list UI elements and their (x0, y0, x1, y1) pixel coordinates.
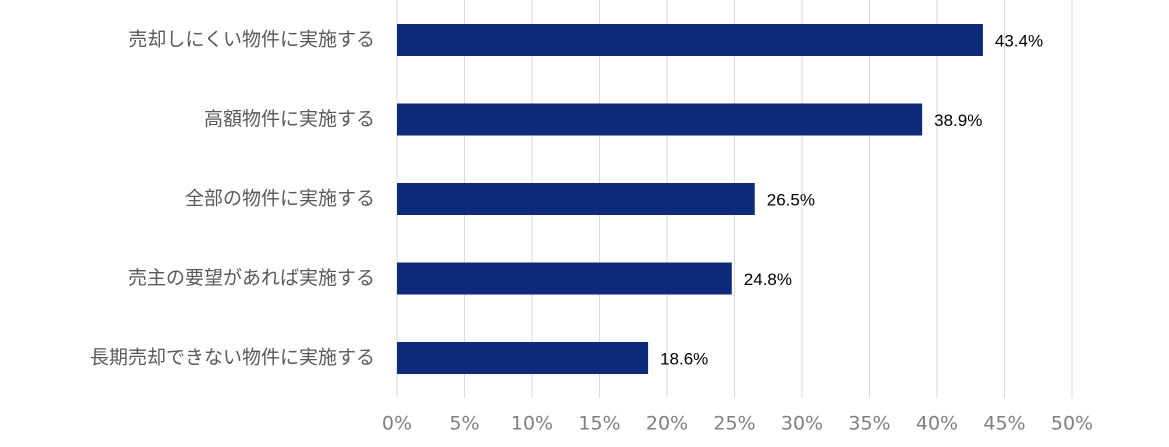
x-tick-label: 45% (983, 413, 1025, 435)
bar (397, 183, 755, 215)
x-tick-label: 40% (916, 413, 958, 435)
value-label: 24.8% (744, 270, 792, 289)
x-tick-label: 10% (511, 413, 553, 435)
bar (397, 262, 732, 295)
x-tick-label: 20% (646, 413, 688, 435)
x-tick-label: 0% (382, 413, 412, 435)
bar (397, 103, 923, 136)
category-label: 長期売却できない物件に実施する (90, 347, 375, 369)
x-tick-label: 25% (713, 413, 755, 435)
category-label: 全部の物件に実施する (185, 188, 375, 210)
x-tick-label: 30% (781, 413, 823, 435)
value-label: 38.9% (934, 111, 982, 130)
bar (397, 24, 983, 56)
bar (397, 342, 649, 374)
x-tick-label: 50% (1051, 413, 1093, 435)
category-label: 売却しにくい物件に実施する (128, 29, 375, 51)
value-label: 43.4% (995, 31, 1043, 50)
value-label: 18.6% (660, 349, 708, 368)
x-tick-label: 15% (578, 413, 620, 435)
value-label: 26.5% (767, 190, 815, 209)
category-label: 売主の要望があれば実施する (128, 267, 375, 289)
x-tick-label: 35% (848, 413, 890, 435)
x-tick-label: 5% (449, 413, 479, 435)
category-label: 高額物件に実施する (204, 108, 375, 130)
